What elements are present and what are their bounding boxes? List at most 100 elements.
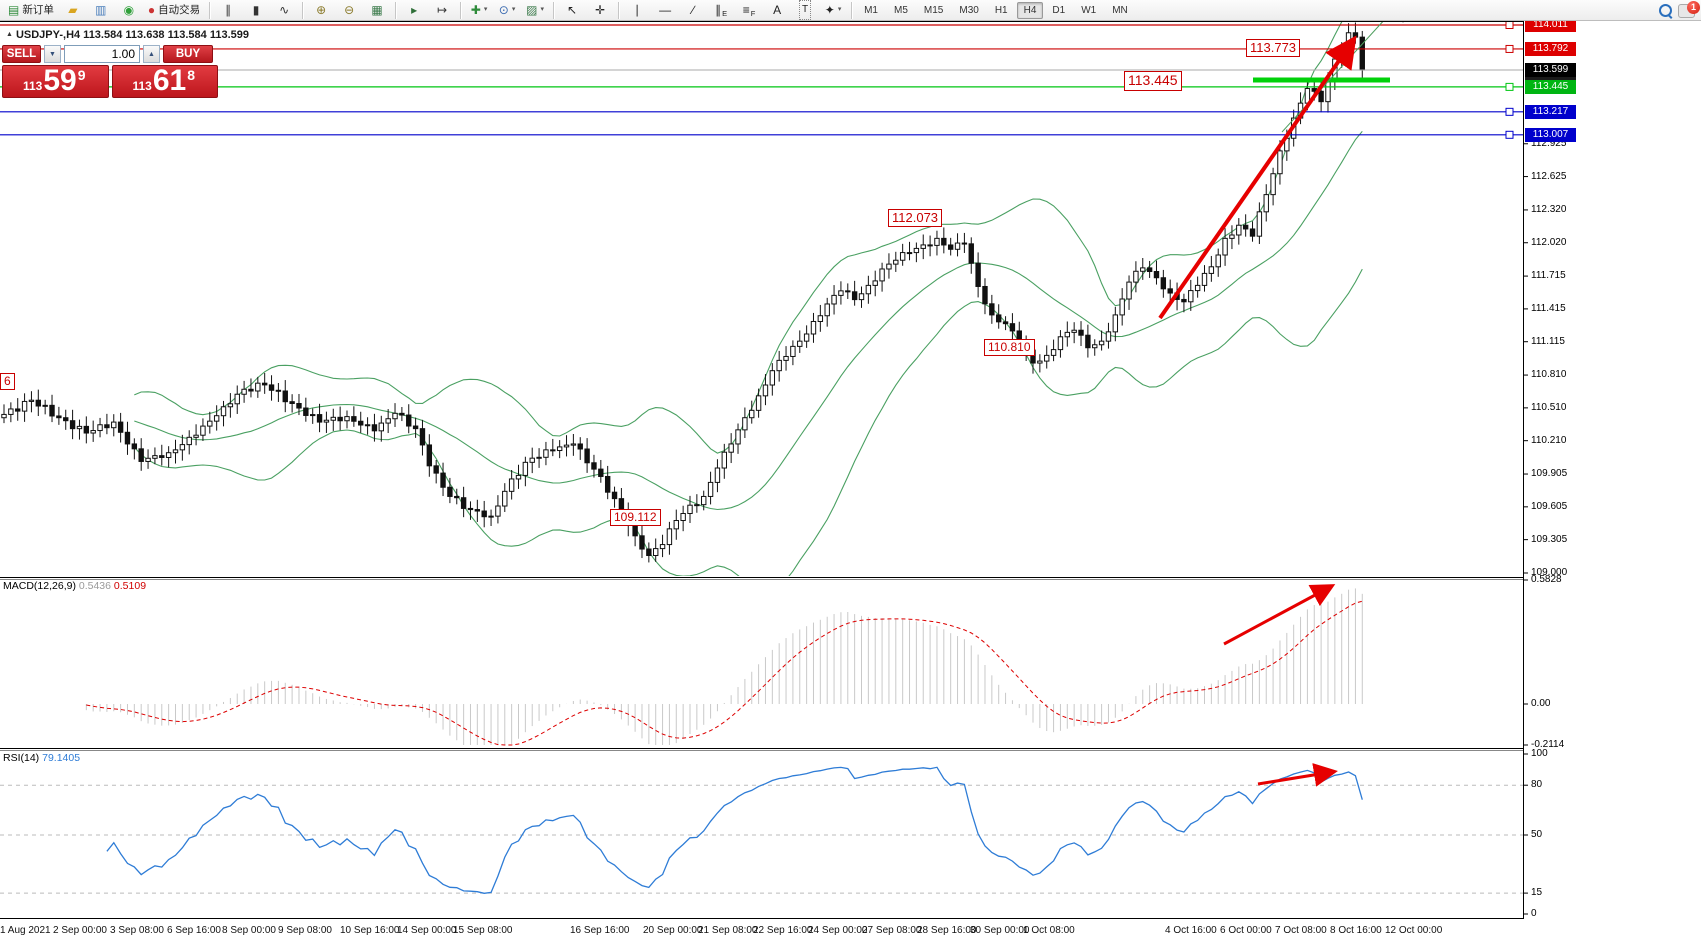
price-tag-113.007: 113.007 bbox=[1525, 127, 1576, 142]
date-label[interactable]: 1 Aug 2021 bbox=[0, 925, 51, 936]
price-annotation-113.445[interactable]: 113.445 bbox=[1124, 71, 1182, 91]
toolbar-separator bbox=[460, 1, 462, 19]
timeframe-d1[interactable]: D1 bbox=[1052, 4, 1066, 16]
trend-arrow-object[interactable] bbox=[1223, 584, 1336, 646]
date-label[interactable]: 12 Oct 00:00 bbox=[1385, 925, 1443, 936]
chart-shift-icon[interactable]: ↦ bbox=[437, 3, 448, 17]
price-annotation-112.073[interactable]: 112.073 bbox=[888, 209, 943, 228]
notifications-icon[interactable]: 1 bbox=[1678, 0, 1700, 18]
search-icon[interactable] bbox=[1659, 4, 1672, 17]
date-label[interactable]: 28 Sep 16:00 bbox=[917, 925, 977, 936]
date-label[interactable]: 16 Sep 16:00 bbox=[570, 925, 630, 936]
date-label[interactable]: 8 Sep 00:00 bbox=[222, 925, 276, 936]
date-label[interactable]: 21 Sep 08:00 bbox=[698, 925, 758, 936]
timeframe-m1[interactable]: M1 bbox=[864, 4, 878, 16]
timeframe-m5[interactable]: M5 bbox=[894, 4, 908, 16]
trend-arrow-object[interactable] bbox=[1158, 35, 1357, 320]
price-annotation-110.810[interactable]: 110.810 bbox=[984, 339, 1035, 356]
equidistant-channel-icon[interactable]: ∥ E bbox=[715, 3, 728, 18]
profiles-icon[interactable]: ▥ bbox=[95, 3, 107, 17]
timeframe-h4[interactable]: H4 bbox=[1016, 1, 1044, 19]
price-annotation-113.773[interactable]: 113.773 bbox=[1246, 39, 1301, 58]
toolbar: ▤ 新订单 ▰ ▥ ◉ ● 自动交易 ∥ ▮ ∿ ⊕ ⊖ ▦ ▸ ↦ ✚ ▾ ⊙ ▾ ▨ ▾ ↖ ✛ ∣ ― ∕ ∥ E ≡ F A T ✦ ▾ M… bbox=[0, 0, 1701, 21]
price-tag-114.011: 114.011 bbox=[1525, 18, 1576, 32]
auto-scroll-icon[interactable]: ▸ bbox=[411, 3, 418, 17]
lot-increase-button[interactable]: ▲ bbox=[143, 45, 160, 63]
hline-handle[interactable] bbox=[1505, 107, 1514, 116]
hline-handle[interactable] bbox=[1505, 130, 1514, 139]
bar-chart-icon[interactable]: ∥ bbox=[225, 3, 232, 17]
toolbar-separator bbox=[395, 1, 397, 19]
templates-icon[interactable]: ▨ ▾ bbox=[526, 3, 545, 17]
date-label[interactable]: 10 Sep 16:00 bbox=[340, 925, 400, 936]
fibonacci-icon[interactable]: ≡ F bbox=[742, 3, 756, 18]
date-label[interactable]: 20 Sep 00:00 bbox=[643, 925, 703, 936]
date-label[interactable]: 9 Sep 08:00 bbox=[278, 925, 332, 936]
rsi-indicator bbox=[0, 766, 1523, 894]
cursor-icon[interactable]: ↖ bbox=[567, 3, 578, 17]
price-annotation-6[interactable]: 6 bbox=[0, 373, 15, 390]
candlestick-chart-icon[interactable]: ▮ bbox=[252, 3, 260, 17]
price-tick: 110.210 bbox=[1531, 434, 1567, 446]
lot-decrease-button[interactable]: ▼ bbox=[44, 45, 61, 63]
date-label[interactable]: 6 Sep 16:00 bbox=[167, 925, 221, 936]
price-tag-113.599: 113.599 bbox=[1525, 63, 1576, 78]
date-label[interactable]: 15 Sep 08:00 bbox=[453, 925, 513, 936]
price-annotation-109.112[interactable]: 109.112 bbox=[610, 509, 661, 526]
sell-button[interactable]: SELL bbox=[2, 45, 41, 63]
date-label[interactable]: 2 Sep 00:00 bbox=[53, 925, 107, 936]
autotrading-icon[interactable]: ● 自动交易 bbox=[147, 3, 201, 17]
timeframe-h1[interactable]: H1 bbox=[994, 4, 1008, 16]
trendline-icon[interactable]: ∕ bbox=[692, 3, 695, 17]
date-label[interactable]: 4 Oct 16:00 bbox=[1165, 925, 1217, 936]
date-label[interactable]: 8 Oct 16:00 bbox=[1330, 925, 1382, 936]
bollinger-bands bbox=[133, 22, 1363, 576]
hline-handle[interactable] bbox=[1505, 44, 1514, 53]
horizontal-line-icon[interactable]: ― bbox=[659, 3, 672, 17]
new-order-icon[interactable]: ▤ 新订单 bbox=[8, 3, 54, 17]
text-icon[interactable]: A bbox=[773, 3, 782, 17]
hline-handle[interactable] bbox=[1505, 21, 1514, 29]
date-label[interactable]: 22 Sep 16:00 bbox=[753, 925, 813, 936]
notification-badge: 1 bbox=[1687, 0, 1700, 14]
price-tick: 109.305 bbox=[1531, 533, 1568, 545]
buy-price-display[interactable]: 113 61 8 bbox=[111, 65, 218, 98]
line-chart-icon[interactable]: ∿ bbox=[279, 3, 290, 17]
crosshair-icon[interactable]: ✛ bbox=[595, 3, 606, 17]
date-label[interactable]: 30 Sep 00:00 bbox=[970, 925, 1030, 936]
text-label-icon[interactable]: T bbox=[792, 0, 818, 20]
price-tick: 111.715 bbox=[1531, 270, 1566, 282]
zoom-in-icon[interactable]: ⊕ bbox=[316, 3, 327, 17]
signals-icon[interactable]: ◉ bbox=[123, 3, 135, 17]
one-click-trading-panel: SELL ▼ ▲ BUY 113 59 9 113 61 8 bbox=[2, 45, 218, 98]
candlesticks bbox=[1, 22, 1365, 563]
price-tag-113.445: 113.445 bbox=[1525, 79, 1576, 94]
vertical-line-icon[interactable]: ∣ bbox=[634, 3, 641, 17]
date-label[interactable]: 3 Sep 08:00 bbox=[110, 925, 164, 936]
arrows-icon[interactable]: ✦ ▾ bbox=[824, 3, 842, 17]
trend-arrow-object[interactable] bbox=[1257, 763, 1338, 787]
date-label[interactable]: 7 Oct 08:00 bbox=[1275, 925, 1327, 936]
indicators-icon[interactable]: ✚ ▾ bbox=[470, 3, 488, 17]
buy-button[interactable]: BUY bbox=[163, 45, 213, 63]
date-label[interactable]: 27 Sep 08:00 bbox=[862, 925, 922, 936]
styler-icon[interactable]: ▰ bbox=[68, 3, 78, 17]
hline-handle[interactable] bbox=[1505, 82, 1514, 91]
sell-price-display[interactable]: 113 59 9 bbox=[2, 65, 109, 98]
tile-windows-icon[interactable]: ▦ bbox=[371, 3, 383, 17]
buy-price-pip: 8 bbox=[187, 67, 196, 83]
date-label[interactable]: 1 Oct 08:00 bbox=[1023, 925, 1075, 936]
timeframe-mn[interactable]: MN bbox=[1112, 4, 1128, 16]
zoom-out-icon[interactable]: ⊖ bbox=[344, 3, 355, 17]
periods-icon[interactable]: ⊙ ▾ bbox=[498, 3, 516, 17]
buy-price-base: 113 bbox=[132, 79, 152, 93]
timeframe-w1[interactable]: W1 bbox=[1081, 4, 1097, 16]
timeframe-m15[interactable]: M15 bbox=[923, 4, 944, 16]
lot-size-input[interactable] bbox=[64, 45, 140, 63]
toolbar-separator bbox=[553, 1, 555, 19]
date-label[interactable]: 24 Sep 00:00 bbox=[808, 925, 868, 936]
timeframe-m30[interactable]: M30 bbox=[959, 4, 979, 16]
date-label[interactable]: 14 Sep 00:00 bbox=[397, 925, 457, 936]
date-label[interactable]: 6 Oct 00:00 bbox=[1220, 925, 1272, 936]
